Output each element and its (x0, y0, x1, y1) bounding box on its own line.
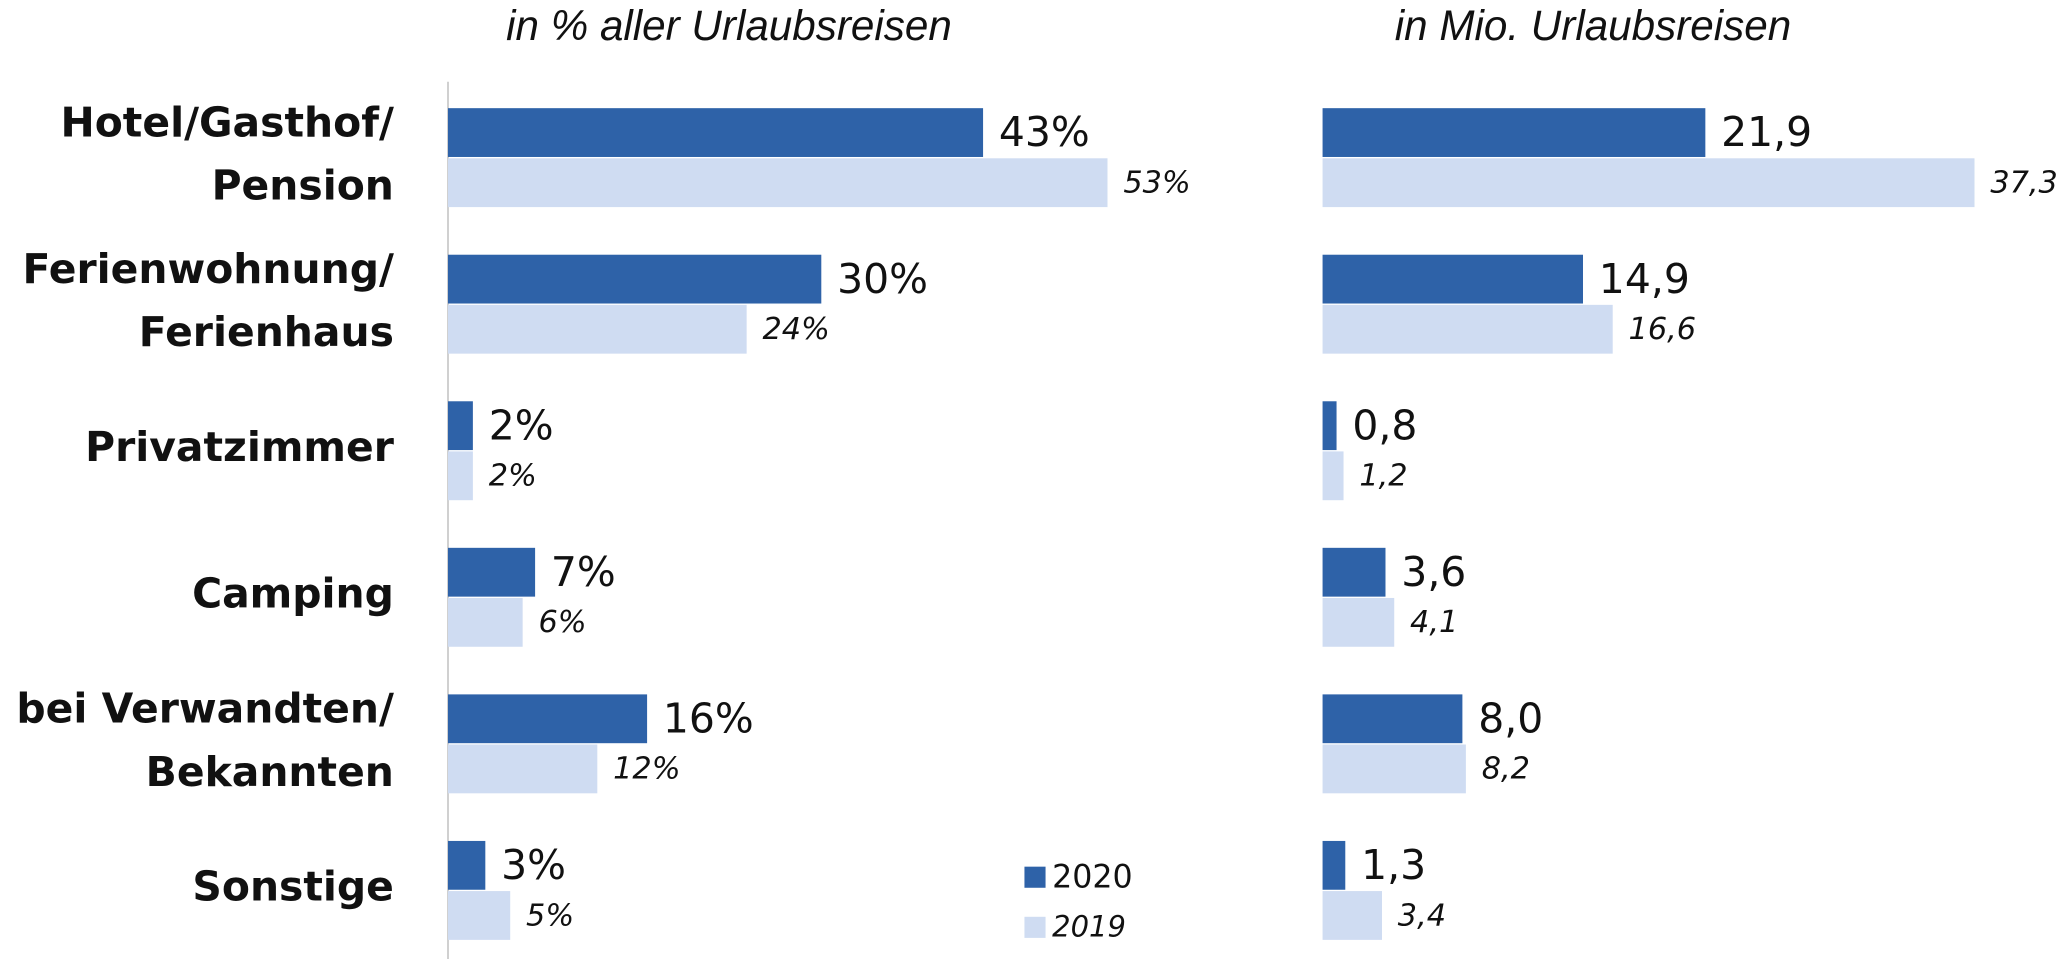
value-label: 37,3 (1990, 166, 2058, 201)
value-label: 2% (489, 459, 537, 494)
value-label: 12% (613, 752, 680, 787)
bar (1322, 597, 1395, 647)
legend-label: 2019 (1052, 910, 1126, 944)
bar (1322, 401, 1337, 451)
bar (1322, 547, 1386, 597)
bar (447, 694, 648, 744)
bar (1322, 304, 1613, 354)
bar (447, 891, 511, 940)
value-label: 7% (551, 548, 616, 596)
category-label: Privatzimmer (85, 423, 395, 471)
bar (447, 254, 822, 304)
bar (1322, 254, 1583, 304)
value-label: 14,9 (1599, 255, 1690, 303)
value-label: 16% (663, 694, 754, 742)
value-label: 24% (762, 312, 829, 347)
category-label: Hotel/Gasthof/Pension (61, 98, 394, 209)
value-label: 30% (837, 255, 928, 303)
bar (1322, 451, 1344, 501)
legend-swatch (1024, 916, 1046, 938)
category-label: Sonstige (192, 863, 393, 911)
value-label: 16,6 (1629, 312, 1697, 347)
bar (447, 108, 984, 157)
bar (447, 451, 473, 501)
value-label: 3% (501, 841, 566, 889)
value-label: 1,3 (1361, 841, 1426, 889)
value-label: 6% (538, 605, 586, 640)
value-label: 0,8 (1352, 401, 1417, 449)
value-label: 8,0 (1478, 694, 1543, 742)
bar (1322, 694, 1463, 744)
bar (447, 547, 536, 597)
category-label: Camping (192, 570, 394, 618)
bar (1322, 108, 1706, 157)
category-label: Ferienwohnung/Ferienhaus (22, 245, 393, 356)
chart-title: in Mio. Urlaubsreisen (1395, 2, 1791, 49)
bar (447, 304, 747, 354)
legend-label: 2020 (1052, 860, 1133, 896)
value-label: 21,9 (1721, 108, 1812, 156)
value-label: 4,1 (1410, 605, 1458, 640)
bar (447, 401, 473, 451)
bar (1322, 744, 1466, 794)
bar (447, 158, 1108, 208)
bar (1322, 891, 1382, 940)
category-label: bei Verwandten/Bekannten (16, 685, 394, 796)
value-label: 5% (526, 898, 574, 933)
value-label: 3,4 (1398, 898, 1446, 933)
bar (447, 840, 486, 890)
bar (1322, 158, 1975, 208)
value-label: 1,2 (1359, 459, 1407, 494)
bar (447, 744, 598, 794)
bar (447, 597, 523, 647)
value-label: 43% (999, 108, 1090, 156)
value-label: 8,2 (1482, 752, 1530, 787)
legend-swatch (1024, 866, 1046, 888)
value-label: 3,6 (1401, 548, 1466, 596)
value-label: 53% (1123, 166, 1190, 201)
value-label: 2% (489, 401, 554, 449)
chart-title: in % aller Urlaubsreisen (506, 2, 952, 49)
bar (1322, 840, 1346, 890)
